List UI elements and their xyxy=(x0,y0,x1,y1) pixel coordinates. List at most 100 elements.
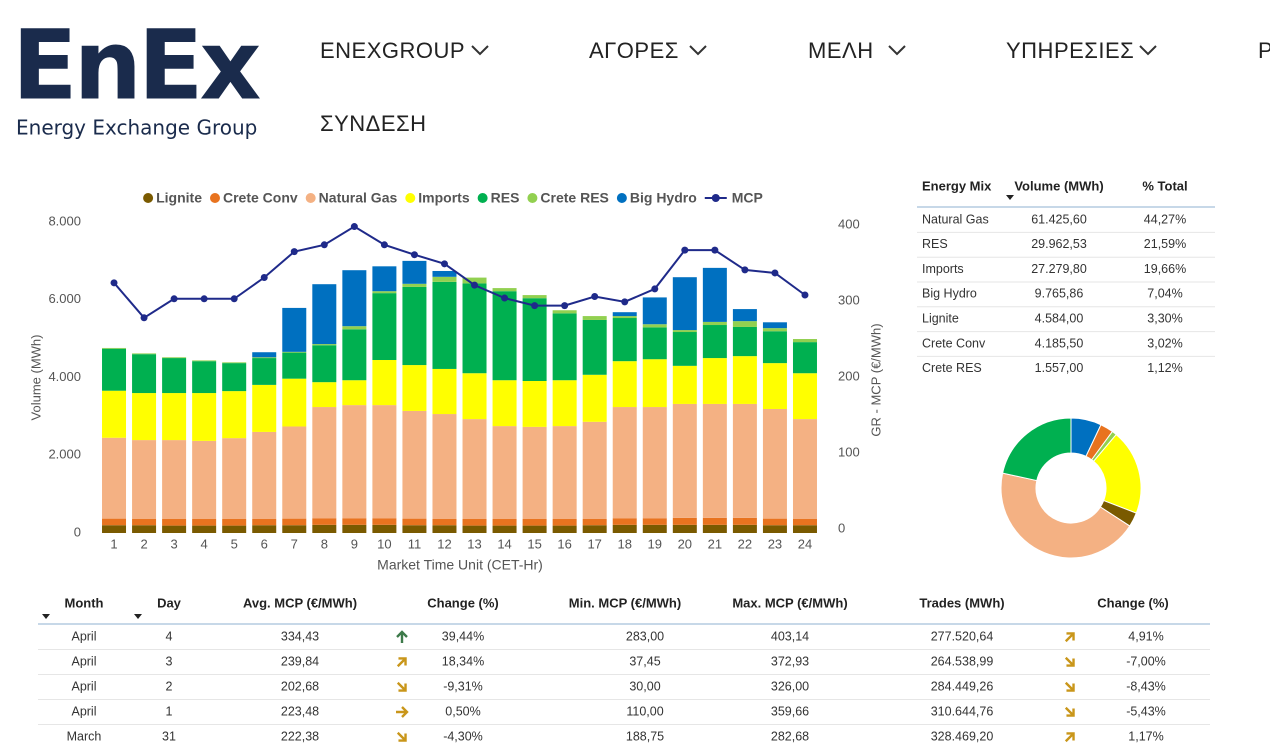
nav-item[interactable]: ΑΓΟΡΕΣ xyxy=(589,38,679,63)
bar-segment xyxy=(252,352,277,358)
y-tick-label: 0 xyxy=(74,524,81,539)
line-point xyxy=(531,302,539,310)
bar-segment xyxy=(642,518,667,525)
table-cell: 277.520,64 xyxy=(931,629,994,643)
bar-segment xyxy=(672,365,697,404)
y2-tick-label: 0 xyxy=(838,520,845,535)
bar-segment xyxy=(702,267,727,322)
line-point xyxy=(380,241,388,249)
sort-icon[interactable] xyxy=(42,614,50,619)
table-cell: Crete Conv xyxy=(922,336,986,350)
bar-segment xyxy=(192,360,217,362)
trend-arrow xyxy=(396,630,408,643)
legend-label: Crete Conv xyxy=(223,190,298,206)
legend-label: Lignite xyxy=(156,190,202,206)
bar-segment xyxy=(372,524,397,533)
table-cell: 328.469,20 xyxy=(931,729,994,743)
bar-segment xyxy=(552,380,577,427)
bar-segment xyxy=(342,405,367,519)
table-cell: April xyxy=(71,679,96,693)
nav-item[interactable]: Ρ xyxy=(1258,38,1270,63)
bar-segment xyxy=(192,440,217,520)
table-cell: 3,02% xyxy=(1147,336,1182,350)
table-cell: 37,45 xyxy=(629,654,660,668)
bar-segment xyxy=(552,525,577,533)
table-cell: 4,91% xyxy=(1128,629,1163,643)
bar-segment xyxy=(282,518,307,526)
table-cell: 31 xyxy=(162,729,176,743)
bar-segment xyxy=(312,344,337,346)
bar-segment xyxy=(522,426,547,520)
chevrons xyxy=(471,45,1157,56)
nav-item[interactable]: ΜΕΛΗ xyxy=(808,38,874,63)
bar-segment xyxy=(612,318,637,362)
table-cell: -8,43% xyxy=(1126,679,1166,693)
bar-segment xyxy=(372,518,397,525)
table-cell: 21,59% xyxy=(1144,237,1186,251)
line-point xyxy=(591,293,599,301)
table-cell: 202,68 xyxy=(281,679,319,693)
bar-segment xyxy=(582,316,607,320)
bar-segment xyxy=(102,437,127,519)
nav-item[interactable]: ENEXGROUP xyxy=(320,38,465,63)
bar-segment xyxy=(402,365,427,411)
bar-segment xyxy=(582,519,607,526)
legend-marker xyxy=(209,193,220,203)
legend-label: Natural Gas xyxy=(319,190,398,206)
bar-segment xyxy=(762,328,787,332)
table-cell: 372,93 xyxy=(771,654,809,668)
table-cell: April xyxy=(71,704,96,718)
bar-segment xyxy=(732,309,757,322)
line-point xyxy=(170,295,178,303)
line-point xyxy=(471,281,479,289)
line xyxy=(113,225,806,320)
table-cell: -9,31% xyxy=(443,679,483,693)
table-cell: 2 xyxy=(166,679,173,693)
bar-segment xyxy=(792,339,817,343)
nav-item[interactable]: ΥΠΗΡΕΣΙΕΣ xyxy=(1006,38,1134,63)
bar-segment xyxy=(252,384,277,432)
bar-segment xyxy=(162,525,187,533)
table-cell: 0,50% xyxy=(445,704,480,718)
sort-icon[interactable] xyxy=(134,614,142,619)
table-cell: 44,27% xyxy=(1144,212,1186,226)
line-point xyxy=(741,266,749,274)
bar-segment xyxy=(372,360,397,406)
legend-marker xyxy=(527,193,538,203)
table-cell: 403,14 xyxy=(771,629,809,643)
bar-segment xyxy=(312,518,337,525)
table-cell: 239,84 xyxy=(281,654,319,668)
bar-segment xyxy=(762,363,787,409)
trend-arrow xyxy=(396,681,407,692)
x-tick-label: 14 xyxy=(497,536,511,551)
nav-item[interactable]: ΣΥΝΔΕΣΗ xyxy=(320,111,427,136)
bar-segment xyxy=(612,524,637,533)
bar-segment xyxy=(282,351,307,353)
bar-segment xyxy=(102,348,127,391)
bar-segment xyxy=(612,407,637,519)
bar-segment xyxy=(672,330,697,333)
line-point xyxy=(621,298,629,306)
sort-icon[interactable] xyxy=(1006,195,1014,200)
table-cell: Big Hydro xyxy=(922,287,977,301)
legend-label: Big Hydro xyxy=(630,190,697,206)
table-cell: April xyxy=(71,629,96,643)
bar-segment xyxy=(642,359,667,408)
bar-segment xyxy=(612,316,637,319)
table-cell: -4,30% xyxy=(443,729,483,743)
bar-segment xyxy=(402,410,427,519)
table-header: Change (%) xyxy=(1097,595,1169,610)
bar-segment xyxy=(432,368,457,415)
bar-segment xyxy=(702,358,727,404)
x-tick-label: 11 xyxy=(408,536,422,551)
bar-segment xyxy=(612,361,637,408)
trend-arrow xyxy=(1064,706,1075,717)
bar-segment xyxy=(312,382,337,408)
table-header: Max. MCP (€/MWh) xyxy=(732,595,847,610)
line-point xyxy=(350,223,358,231)
legend-marker xyxy=(616,193,627,203)
logo[interactable]: EnEx Energy Exchange Group xyxy=(12,9,265,139)
line-point xyxy=(290,248,298,256)
line-point xyxy=(501,294,509,302)
line-point xyxy=(561,302,569,310)
